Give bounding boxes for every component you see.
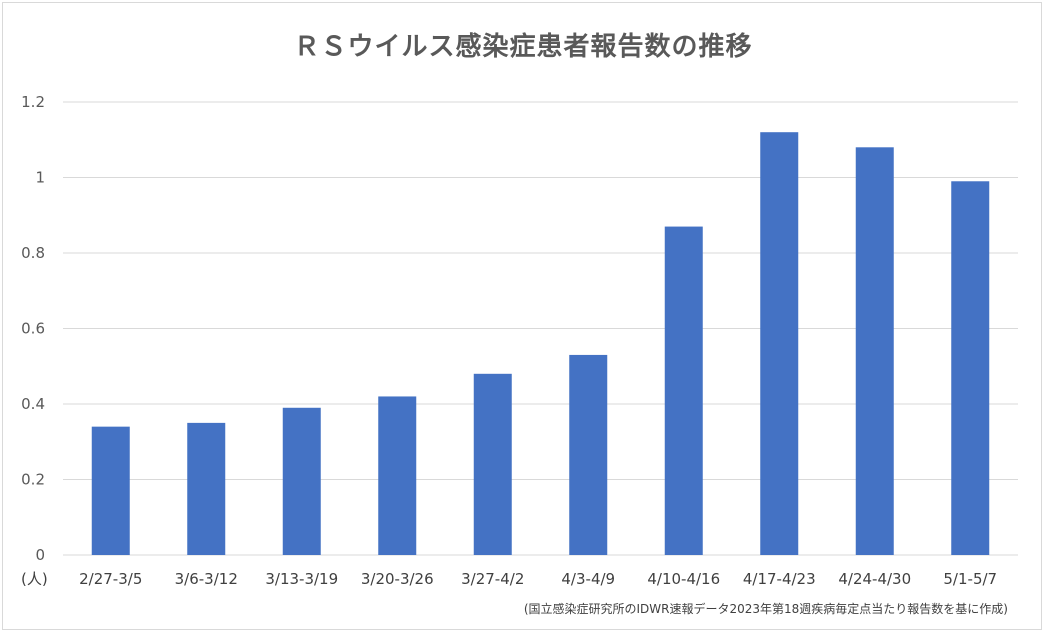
x-tick-label: 5/1-5/7	[943, 570, 997, 588]
y-tick-label: 1.2	[21, 93, 45, 111]
x-axis-ticks: 2/27-3/5 3/6-3/12 3/13-3/19 3/20-3/26 3/27-4…	[79, 570, 997, 588]
x-tick-label: 4/17-4/23	[743, 570, 816, 588]
source-note: (国立感染症研究所のIDWR速報データ2023年第18週疾病毎定点当たり報告数を…	[523, 602, 1008, 616]
bar	[951, 181, 990, 555]
bar	[760, 132, 799, 555]
bar	[569, 354, 608, 555]
x-tick-label: 3/6-3/12	[175, 570, 238, 588]
bar	[664, 226, 703, 555]
y-tick-label: 0.4	[21, 395, 45, 413]
y-tick-label: 0	[35, 546, 45, 564]
bar	[378, 396, 417, 555]
y-unit-label: (人)	[21, 570, 48, 588]
bar	[855, 147, 894, 556]
y-tick-label: 0.8	[21, 244, 45, 262]
bar	[473, 373, 512, 555]
bars	[91, 132, 990, 556]
y-tick-label: 0.2	[21, 471, 45, 489]
chart-title: ＲＳウイルス感染症患者報告数の推移	[293, 32, 753, 62]
x-tick-label: 3/27-4/2	[461, 570, 524, 588]
x-tick-label: 3/20-3/26	[361, 570, 434, 588]
x-tick-label: 4/3-4/9	[561, 570, 615, 588]
y-tick-label: 0.6	[21, 320, 45, 338]
bar	[187, 422, 226, 555]
y-tick-label: 1	[35, 169, 45, 187]
y-axis-ticks: 0 0.2 0.4 0.6 0.8 1 1.2	[21, 93, 45, 564]
bar	[282, 407, 321, 555]
x-tick-label: 3/13-3/19	[265, 570, 338, 588]
bar	[91, 426, 130, 555]
x-tick-label: 4/24-4/30	[838, 570, 911, 588]
x-tick-label: 2/27-3/5	[79, 570, 142, 588]
x-tick-label: 4/10-4/16	[647, 570, 720, 588]
